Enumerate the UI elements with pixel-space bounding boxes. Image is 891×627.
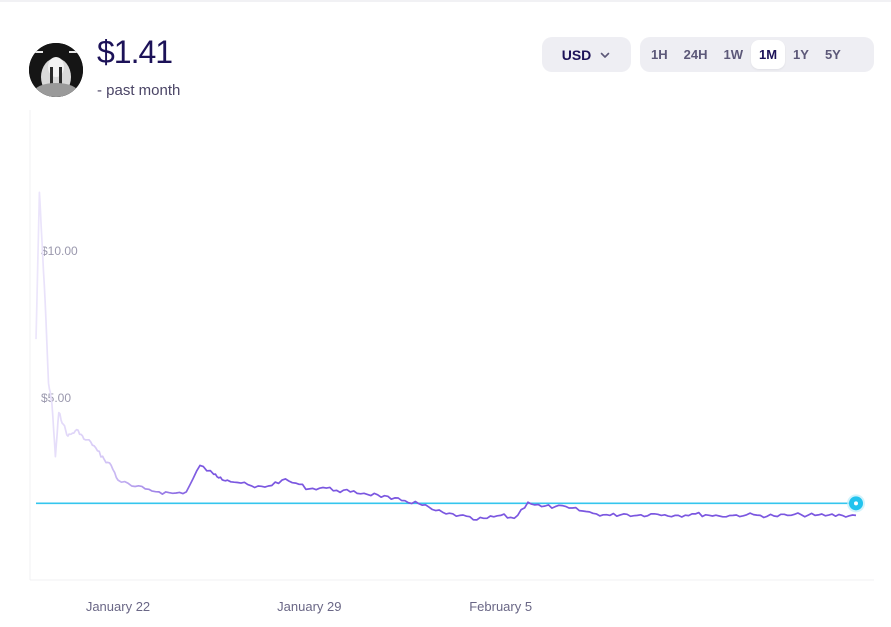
chevron-down-icon bbox=[600, 52, 610, 58]
x-tick-label: January 22 bbox=[86, 599, 150, 614]
range-1m[interactable]: 1M bbox=[750, 40, 786, 69]
range-1h[interactable]: 1H bbox=[651, 47, 668, 62]
currency-select[interactable]: USD bbox=[542, 37, 631, 72]
endpoint-core bbox=[854, 501, 858, 506]
x-tick-label: February 5 bbox=[469, 599, 532, 614]
y-tick-label: $10.00 bbox=[41, 244, 78, 258]
range-1y[interactable]: 1Y bbox=[793, 47, 809, 62]
range-1w[interactable]: 1W bbox=[723, 47, 743, 62]
range-5y[interactable]: 5Y bbox=[824, 47, 841, 62]
price-series-line bbox=[35, 191, 857, 521]
time-range-selector: 1H 24H 1W 1M 1Y 5Y bbox=[640, 37, 874, 72]
top-divider bbox=[0, 0, 891, 2]
range-24h[interactable]: 24H bbox=[683, 47, 708, 62]
avatar-image bbox=[29, 43, 83, 97]
x-tick-label: January 29 bbox=[277, 599, 341, 614]
token-avatar bbox=[29, 43, 83, 97]
price-period-label: - past month bbox=[97, 82, 181, 99]
currency-label: USD bbox=[561, 46, 592, 63]
current-price: $1.41 bbox=[97, 34, 173, 70]
y-tick-label: $5.00 bbox=[41, 391, 71, 405]
